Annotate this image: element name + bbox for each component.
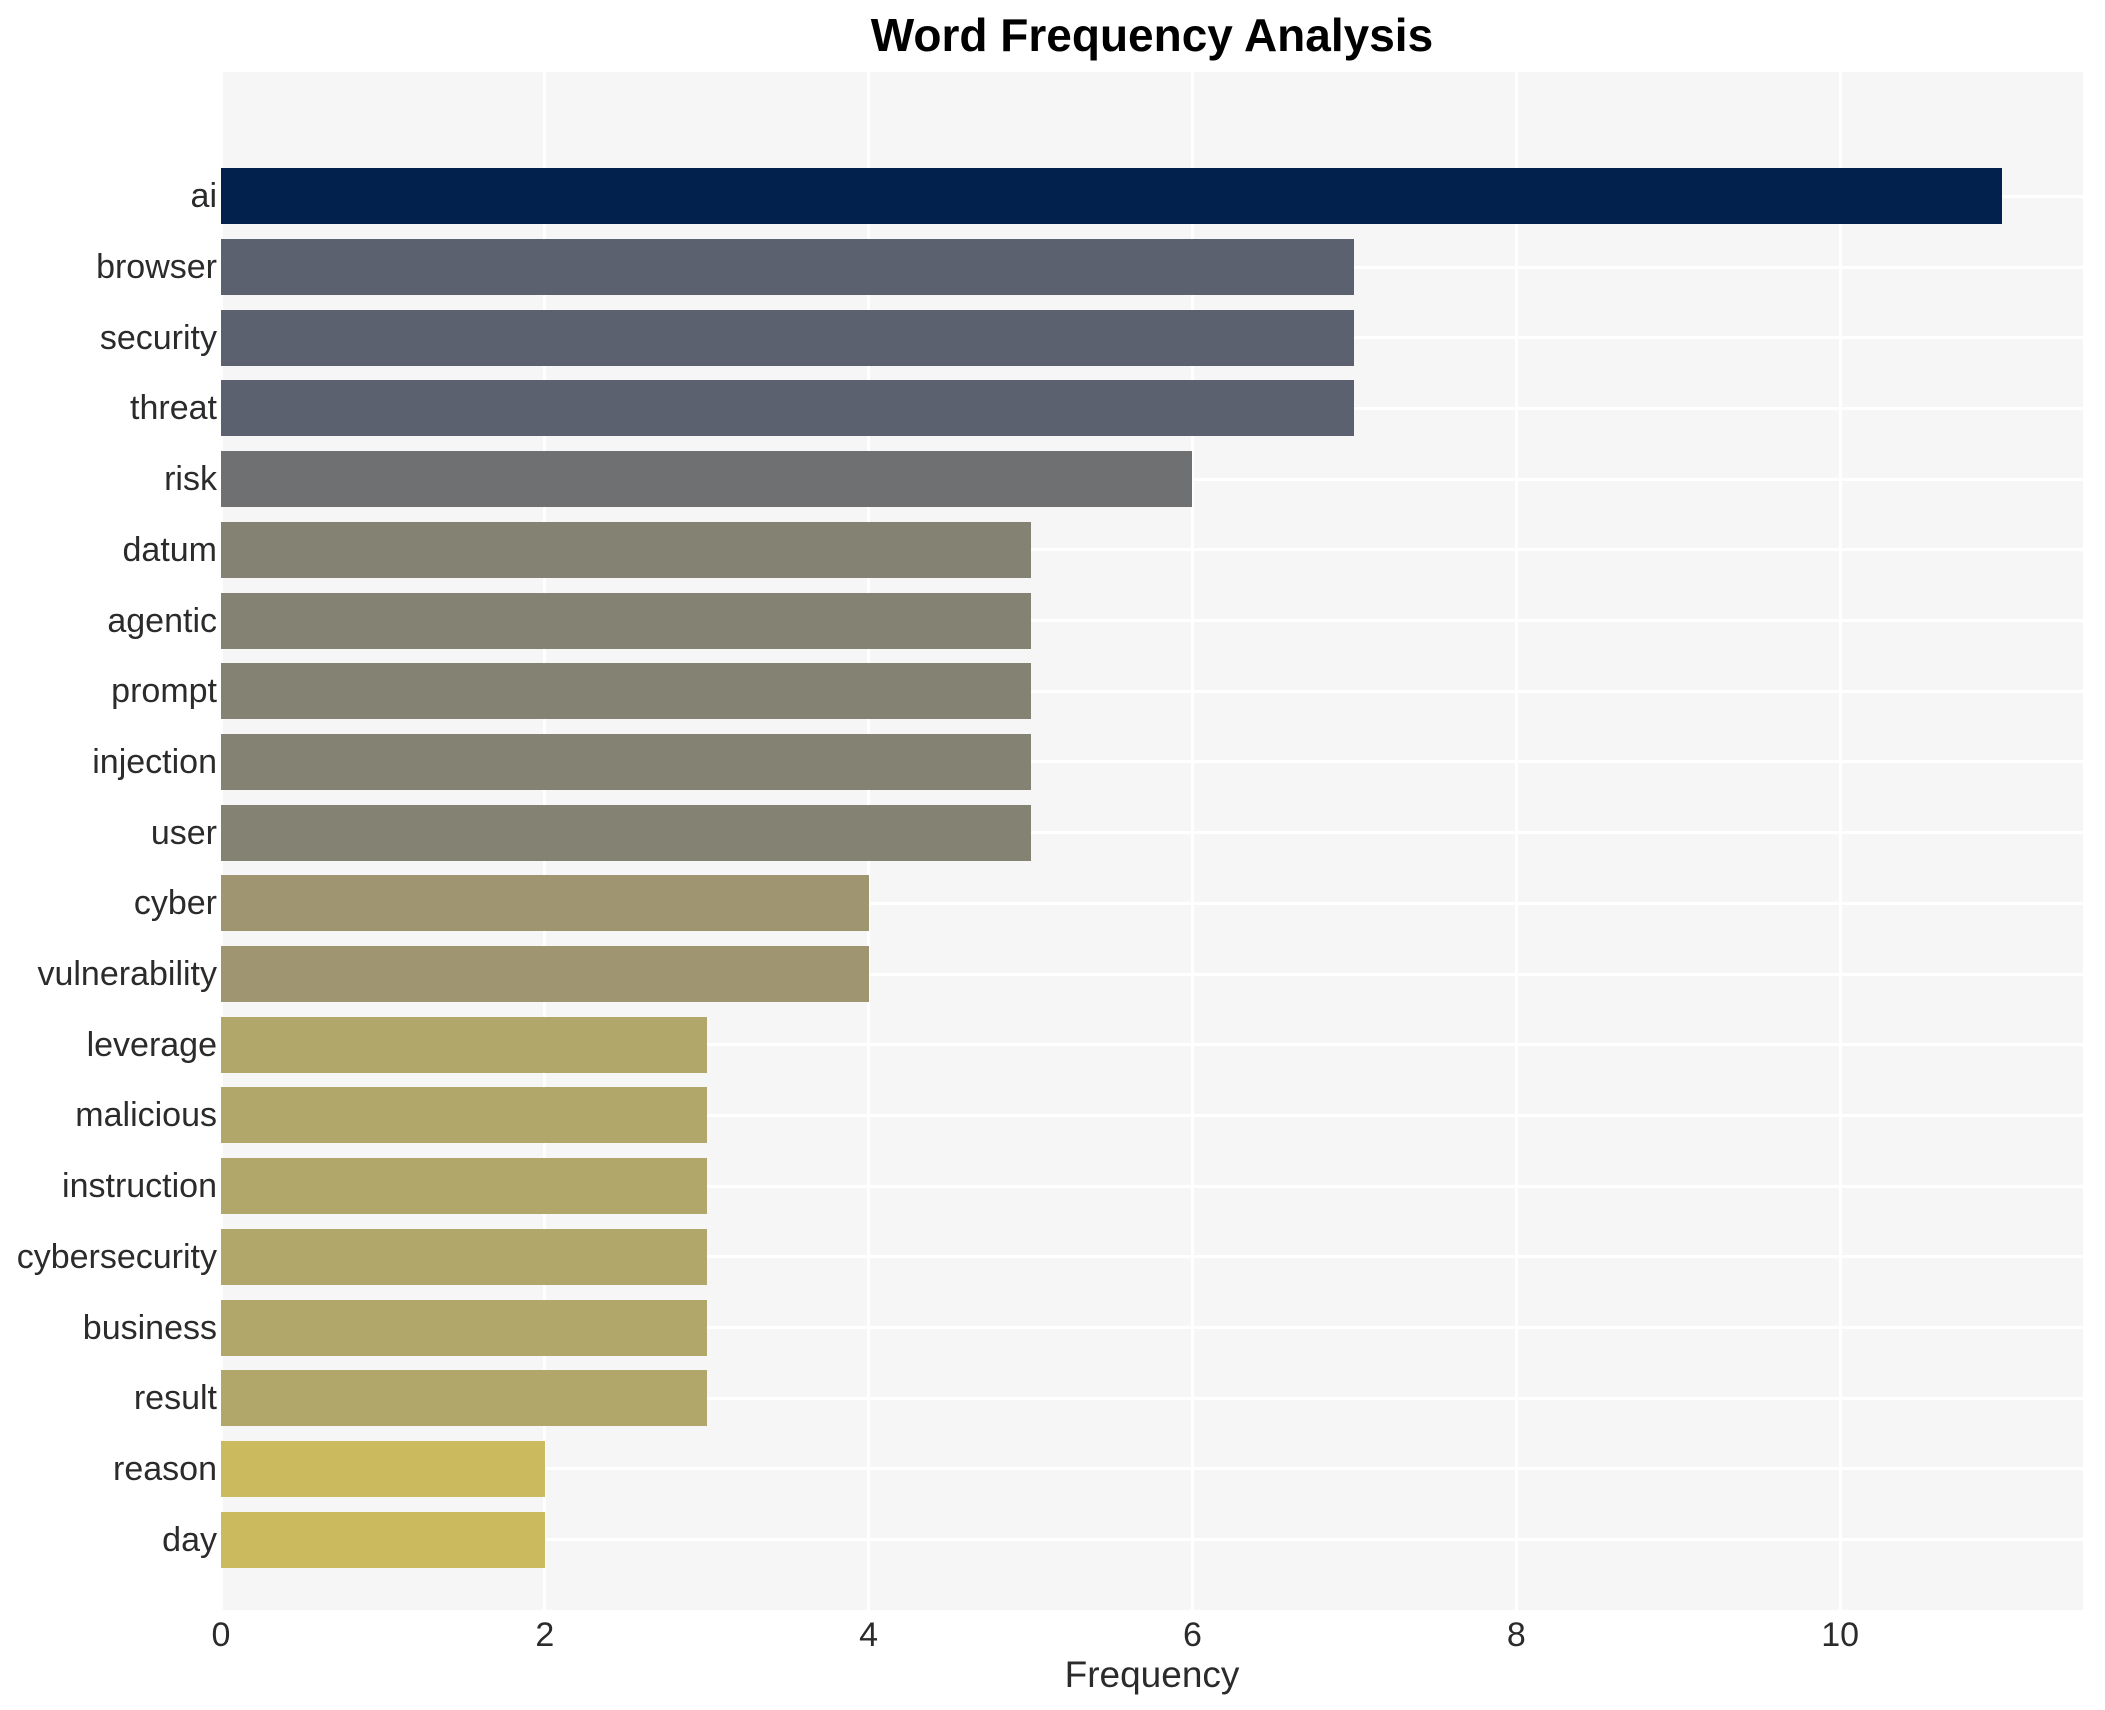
y-tick-label-threat: threat [130, 389, 217, 428]
x-tick-label-8: 8 [1506, 1616, 1526, 1654]
y-tick-label-business: business [82, 1308, 217, 1347]
plot-area [219, 72, 2083, 1610]
vertical-gridline [1190, 72, 1194, 1610]
chart-title: Word Frequency Analysis [870, 9, 1434, 61]
horizontal-gridline [221, 1113, 2083, 1117]
horizontal-gridline [221, 1184, 2083, 1188]
x-tick-label-2: 2 [535, 1616, 555, 1654]
bar-ai [221, 168, 2003, 225]
horizontal-gridline [221, 901, 2083, 905]
horizontal-gridline [221, 760, 2083, 764]
bar-threat [221, 380, 1355, 437]
y-tick-label-leverage: leverage [86, 1025, 217, 1064]
y-tick-label-agentic: agentic [107, 601, 217, 640]
horizontal-gridline [221, 1396, 2083, 1400]
bar-user [221, 804, 1031, 861]
y-tick-label-reason: reason [113, 1449, 217, 1488]
y-tick-label-cybersecurity: cybersecurity [16, 1237, 217, 1276]
bar-leverage [221, 1016, 707, 1073]
y-tick-label-day: day [162, 1520, 217, 1559]
bar-day [221, 1511, 545, 1568]
bar-business [221, 1299, 707, 1356]
bar-prompt [221, 663, 1031, 720]
x-tick-label-4: 4 [859, 1616, 879, 1654]
vertical-gridline [1514, 72, 1518, 1610]
y-tick-label-risk: risk [164, 460, 217, 499]
bar-result [221, 1370, 707, 1427]
y-tick-label-browser: browser [96, 248, 217, 287]
horizontal-gridline [221, 619, 2083, 623]
bar-risk [221, 451, 1193, 508]
bar-datum [221, 521, 1031, 578]
bar-reason [221, 1440, 545, 1497]
horizontal-gridline [221, 1467, 2083, 1471]
x-tick-label-10: 10 [1821, 1616, 1860, 1654]
bar-cybersecurity [221, 1228, 707, 1285]
y-tick-label-malicious: malicious [75, 1096, 217, 1135]
horizontal-gridline [221, 548, 2083, 552]
x-tick-label-0: 0 [211, 1616, 231, 1654]
bar-cyber [221, 875, 869, 932]
horizontal-gridline [221, 1043, 2083, 1047]
bar-injection [221, 733, 1031, 790]
bar-agentic [221, 592, 1031, 649]
y-tick-label-result: result [133, 1379, 217, 1418]
y-tick-label-injection: injection [92, 742, 217, 781]
bar-browser [221, 239, 1355, 296]
bar-malicious [221, 1087, 707, 1144]
y-tick-label-user: user [150, 813, 217, 852]
y-tick-label-ai: ai [190, 177, 217, 216]
y-tick-label-prompt: prompt [111, 672, 217, 711]
x-axis-title: Frequency [1064, 1654, 1240, 1695]
y-tick-label-vulnerability: vulnerability [37, 955, 217, 994]
bar-vulnerability [221, 946, 869, 1003]
horizontal-gridline [221, 972, 2083, 976]
y-tick-label-security: security [99, 318, 217, 357]
bar-security [221, 309, 1355, 366]
horizontal-gridline [221, 689, 2083, 693]
horizontal-gridline [221, 1326, 2083, 1330]
y-tick-label-datum: datum [122, 530, 218, 569]
horizontal-gridline [221, 1538, 2083, 1542]
bar-instruction [221, 1158, 707, 1215]
x-tick-label-6: 6 [1183, 1616, 1202, 1654]
horizontal-gridline [221, 831, 2083, 835]
y-tick-label-cyber: cyber [133, 884, 217, 923]
vertical-gridline [1838, 72, 1842, 1610]
horizontal-gridline [221, 1255, 2083, 1259]
y-tick-label-instruction: instruction [62, 1167, 217, 1206]
